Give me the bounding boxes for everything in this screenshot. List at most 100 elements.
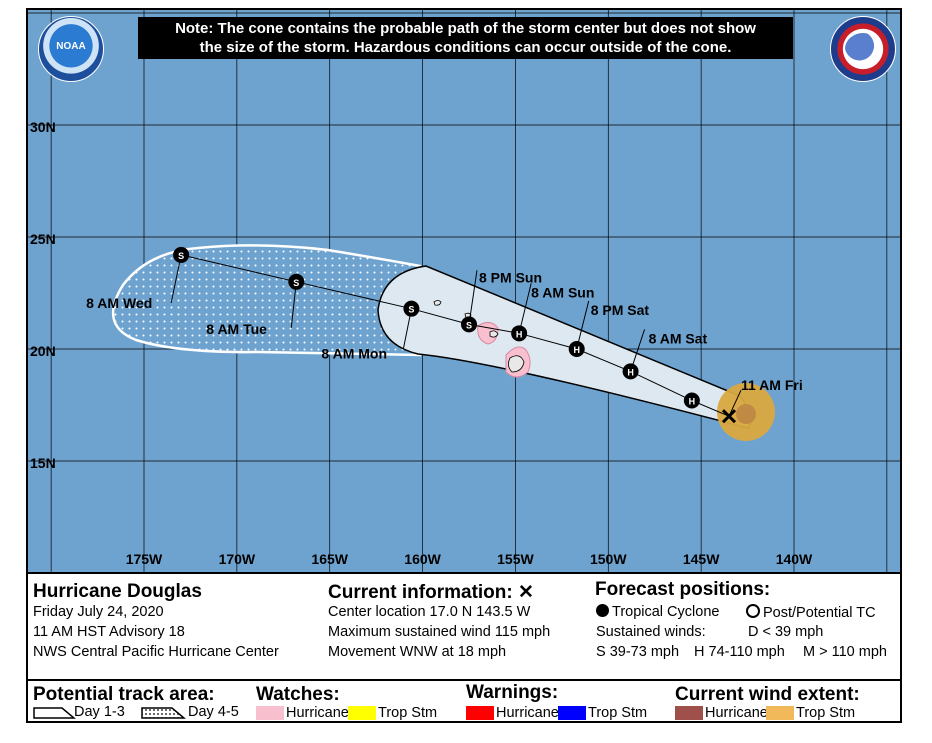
lon-label: 140W [776,551,813,567]
day45-label: Day 4-5 [188,704,239,720]
intensity-letter: S [293,278,299,288]
wind-trop-label: Trop Stm [796,705,856,721]
forecast-point-marker [403,300,420,317]
s-range: S 39-73 mph [596,644,680,660]
current-time-label: 11 AM Fri [741,377,803,393]
forecast-point-marker [511,325,528,342]
forecast-time-label: 8 PM Sat [591,302,650,318]
note-line-1: Note: The cone contains the probable pat… [175,20,756,37]
forecast-time-label: 8 AM Sun [531,284,594,300]
warn-trop-swatch [558,706,586,720]
forecast-time-label: 8 AM Mon [321,346,387,362]
tropical-cyclone-label: Tropical Cyclone [612,604,720,620]
note-line-2: the size of the storm. Hazardous conditi… [199,39,732,56]
forecast-positions-title: Forecast positions: [595,579,771,600]
d-range: D < 39 mph [748,624,824,640]
forecast-point-marker [173,246,190,263]
max-wind: Maximum sustained wind 115 mph [328,624,551,640]
intensity-letter: S [408,305,414,315]
lon-label: 175W [126,551,163,567]
lon-label: 145W [683,551,720,567]
current-position-x-icon: ✕ [518,582,534,603]
forecast-time-label: 8 AM Sat [649,330,708,346]
forecast-leader-line [576,300,590,350]
current-info-title-text: Current information: [328,582,513,603]
cone-day45 [111,244,422,357]
intensity-letter: H [627,367,634,377]
intensity-letter: S [178,251,184,261]
forecast-point-marker [288,273,305,290]
sustained-winds-label: Sustained winds: [596,624,706,640]
watches-title: Watches: [256,684,340,705]
movement: Movement WNW at 18 mph [328,644,507,660]
day13-label: Day 1-3 [74,704,125,720]
lat-label: 30N [30,119,56,135]
intensity-letter: H [573,345,580,355]
h-range: H 74-110 mph [694,644,785,660]
legend-post-tc: Post/Potential TC [746,604,876,621]
hawaii-maui [489,330,499,338]
forecast-time-label: 8 AM Wed [86,295,152,311]
center-location: Center location 17.0 N 143.5 W [328,604,531,620]
nws-logo-icon [830,16,896,82]
watch-trop-label: Trop Stm [378,705,438,721]
forecast-track: H 8 AM Sat H 8 PM Sat H 8 AM Sun H 8 PM Sun S 8 A… [86,246,803,424]
lat-label: 25N [30,231,56,247]
lon-label: 165W [311,551,348,567]
wind-trop-swatch [766,706,794,720]
warn-trop-label: Trop Stm [588,705,648,721]
forecast-leader-line [170,254,182,304]
current-info-title: Current information: ✕ [328,581,534,604]
wind-hurricane-swatch [675,706,703,720]
legend-tropical-cyclone: Tropical Cyclone [596,604,719,620]
hawaii-kauai [433,300,442,306]
legend-divider [28,679,900,681]
watch-trop-swatch [348,706,376,720]
warn-hurricane-swatch [466,706,494,720]
warnings-title: Warnings: [466,682,559,703]
wind-hurricane-label: Hurricane [705,705,768,721]
advisory-number: 11 AM HST Advisory 18 [33,624,185,640]
watch-hurricane-swatch [256,706,284,720]
track-area-title: Potential track area: [33,684,215,705]
axis-labels: 30N 25N 20N 15N 175W 170W 165W 160W 155W 150W 145W… [30,119,813,567]
disclaimer-note: Note: The cone contains the probable pat… [138,17,793,59]
lon-label: 170W [219,551,256,567]
map-frame: H 8 AM Sat H 8 PM Sat H 8 AM Sun H 8 PM Sun S 8 A… [26,8,902,723]
lat-label: 15N [30,455,56,471]
storm-date: Friday July 24, 2020 [33,604,164,620]
forecast-time-label: 8 PM Sun [479,269,542,285]
post-tc-label: Post/Potential TC [763,605,876,621]
forecast-cone-map: H 8 AM Sat H 8 PM Sat H 8 AM Sun H 8 PM Sun S 8 A… [28,10,900,572]
forecast-point-marker [568,341,585,357]
forecast-point-marker [683,392,700,409]
day45-cone-icon [141,707,186,719]
forecast-time-label: 8 AM Tue [206,321,267,337]
forecast-leader-line [468,270,478,325]
m-range: M > 110 mph [803,644,887,660]
nws-logo-storm-icon [845,33,881,65]
hawaii-big-island [508,355,525,373]
forecast-point-marker [622,363,639,380]
filled-circle-icon [596,604,609,617]
intensity-letter: H [516,329,523,339]
wind-extent-title: Current wind extent: [675,684,860,705]
noaa-logo-icon: NOAA [38,16,104,82]
warn-hurricane-label: Hurricane [496,705,559,721]
noaa-logo-text: NOAA [56,41,86,52]
intensity-letter: H [689,397,696,407]
day13-cone-icon [33,707,76,719]
issuing-center: NWS Central Pacific Hurricane Center [33,644,279,660]
storm-name: Hurricane Douglas [33,581,202,602]
forecast-leader-line [518,283,532,334]
lon-label: 155W [497,551,534,567]
forecast-point-marker [461,316,477,333]
hollow-circle-icon [746,604,760,618]
intensity-letter: S [466,320,472,330]
lat-label: 20N [30,343,56,359]
watch-hurricane-label: Hurricane [286,705,349,721]
legend-panel: Hurricane Douglas Friday July 24, 2020 1… [28,572,900,721]
lon-label: 150W [590,551,627,567]
wind-extent-hurricane [736,404,756,424]
lon-label: 160W [404,551,441,567]
